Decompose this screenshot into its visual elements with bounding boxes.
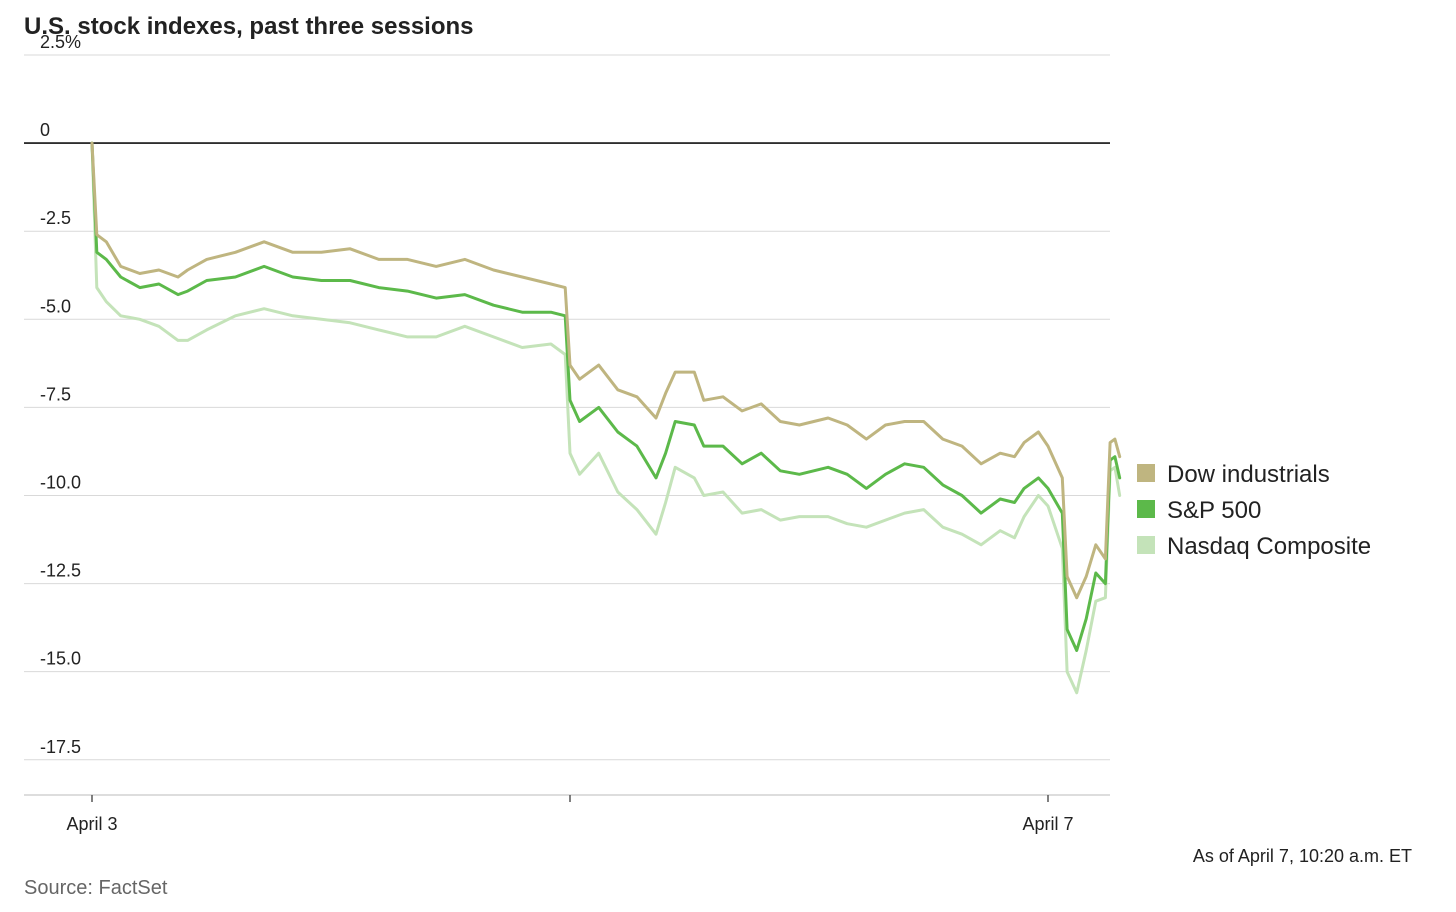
legend-swatch xyxy=(1137,500,1155,518)
x-tick-label: April 3 xyxy=(66,814,117,834)
series-line-dow-industrials xyxy=(90,141,1122,600)
series-layer xyxy=(90,141,1122,695)
y-tick-label: 2.5% xyxy=(40,32,81,52)
legend-swatch xyxy=(1137,536,1155,554)
y-tick-label: 0 xyxy=(40,120,50,140)
legend-label: Dow industrials xyxy=(1167,461,1330,488)
y-tick-label: -7.5 xyxy=(40,384,71,404)
series-line-nasdaq-composite xyxy=(90,141,1122,695)
y-tick-label: -5.0 xyxy=(40,296,71,316)
legend-label: Nasdaq Composite xyxy=(1167,533,1371,560)
x-axis: April 3 April 7 xyxy=(24,794,1110,834)
y-tick-label: -2.5 xyxy=(40,208,71,228)
y-tick-label: -15.0 xyxy=(40,649,81,669)
legend-label: S&P 500 xyxy=(1167,497,1261,524)
y-tick-label: -12.5 xyxy=(40,561,81,581)
chart-title: U.S. stock indexes, past three sessions xyxy=(24,13,474,40)
legend: Dow industrials S&P 500 Nasdaq Composite xyxy=(1137,461,1371,560)
y-tick-label: -17.5 xyxy=(40,737,81,757)
y-tick-label: -10.0 xyxy=(40,472,81,492)
source-credit: Source: FactSet xyxy=(24,877,168,899)
series-line-s-p-500 xyxy=(90,141,1122,652)
x-tick-label: April 7 xyxy=(1022,814,1073,834)
legend-swatch xyxy=(1137,464,1155,482)
grid-layer: 2.5% 0 -2.5 -5.0 -7.5 -10.0 -12.5 -15.0 -17.5 xyxy=(24,32,1110,761)
timestamp-note: As of April 7, 10:20 a.m. ET xyxy=(1193,846,1412,866)
